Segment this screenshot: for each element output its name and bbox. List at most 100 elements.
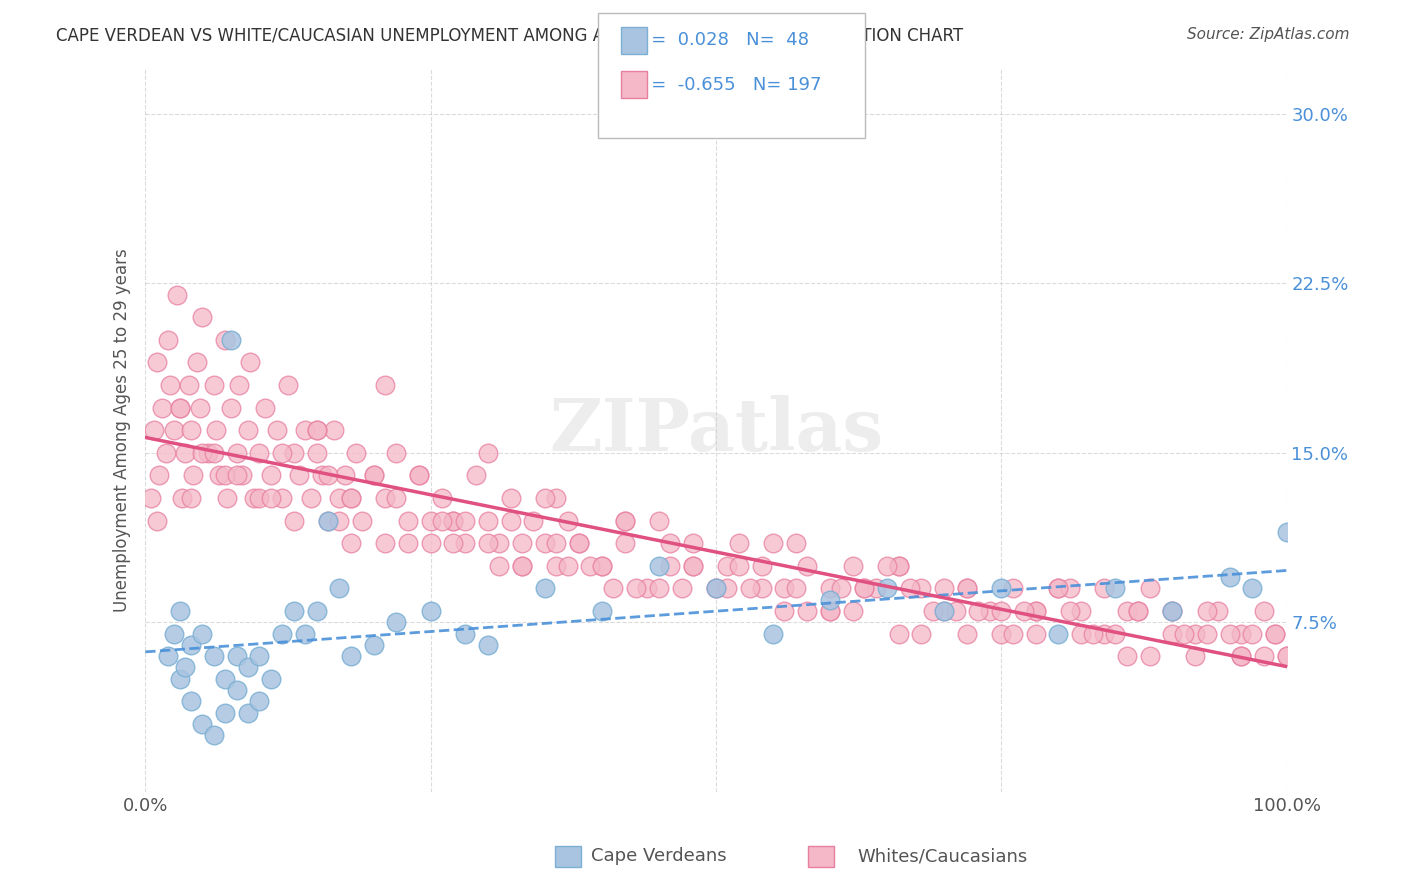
Point bbox=[1104, 626, 1126, 640]
Point bbox=[1230, 649, 1253, 664]
Point bbox=[740, 582, 762, 596]
Point bbox=[443, 536, 465, 550]
Point bbox=[785, 582, 807, 596]
Point bbox=[169, 672, 191, 686]
Point bbox=[305, 423, 328, 437]
Point bbox=[419, 536, 441, 550]
Point bbox=[242, 491, 264, 505]
Point bbox=[396, 514, 419, 528]
Point bbox=[305, 446, 328, 460]
Point bbox=[591, 558, 613, 573]
Point bbox=[231, 468, 253, 483]
Point bbox=[385, 446, 408, 460]
Point bbox=[1230, 649, 1253, 664]
Point bbox=[339, 491, 361, 505]
Point bbox=[163, 626, 186, 640]
Point bbox=[219, 401, 242, 415]
Point bbox=[785, 536, 807, 550]
Point bbox=[249, 649, 271, 664]
Point bbox=[454, 514, 477, 528]
Point bbox=[956, 582, 979, 596]
Point bbox=[546, 558, 568, 573]
Point bbox=[239, 355, 262, 369]
Point bbox=[170, 491, 193, 505]
Point bbox=[1218, 626, 1240, 640]
Point bbox=[283, 446, 305, 460]
Point bbox=[477, 446, 499, 460]
Point bbox=[174, 660, 197, 674]
Point bbox=[648, 558, 671, 573]
Point bbox=[180, 694, 202, 708]
Point bbox=[1161, 626, 1184, 640]
Point bbox=[225, 649, 247, 664]
Point bbox=[510, 536, 533, 550]
Point bbox=[1275, 649, 1298, 664]
Point bbox=[1161, 604, 1184, 618]
Point bbox=[214, 672, 236, 686]
Point bbox=[613, 514, 636, 528]
Point bbox=[430, 514, 453, 528]
Point bbox=[294, 423, 316, 437]
Point bbox=[1001, 582, 1024, 596]
Point bbox=[202, 728, 225, 742]
Point bbox=[333, 468, 356, 483]
Point bbox=[818, 592, 841, 607]
Point bbox=[214, 333, 236, 347]
Point bbox=[217, 491, 239, 505]
Point bbox=[1092, 626, 1115, 640]
Point bbox=[202, 378, 225, 392]
Point bbox=[155, 446, 177, 460]
Point bbox=[557, 558, 579, 573]
Point bbox=[1059, 582, 1081, 596]
Point bbox=[1092, 582, 1115, 596]
Point bbox=[727, 558, 749, 573]
Point bbox=[887, 558, 910, 573]
Point bbox=[316, 514, 339, 528]
Point bbox=[143, 423, 166, 437]
Point bbox=[169, 604, 191, 618]
Point bbox=[602, 582, 624, 596]
Point bbox=[363, 468, 385, 483]
Point bbox=[533, 536, 555, 550]
Text: Source: ZipAtlas.com: Source: ZipAtlas.com bbox=[1187, 27, 1350, 42]
Point bbox=[385, 491, 408, 505]
Point bbox=[169, 401, 191, 415]
Point bbox=[671, 582, 693, 596]
Point bbox=[191, 446, 214, 460]
Point bbox=[716, 558, 738, 573]
Point bbox=[271, 446, 294, 460]
Point bbox=[430, 491, 453, 505]
Point bbox=[177, 378, 200, 392]
Point bbox=[591, 604, 613, 618]
Point bbox=[202, 446, 225, 460]
Point bbox=[624, 582, 647, 596]
Point bbox=[773, 582, 796, 596]
Point bbox=[613, 536, 636, 550]
Point bbox=[659, 558, 682, 573]
Point bbox=[339, 536, 361, 550]
Point bbox=[887, 626, 910, 640]
Point bbox=[1001, 626, 1024, 640]
Point bbox=[454, 536, 477, 550]
Point bbox=[163, 423, 186, 437]
Point bbox=[277, 378, 299, 392]
Point bbox=[557, 514, 579, 528]
Point bbox=[488, 536, 510, 550]
Point bbox=[762, 536, 785, 550]
Point bbox=[499, 514, 522, 528]
Point bbox=[339, 649, 361, 664]
Point bbox=[945, 604, 967, 618]
Point bbox=[546, 536, 568, 550]
Point bbox=[299, 491, 322, 505]
Point bbox=[186, 355, 208, 369]
Point bbox=[1253, 649, 1275, 664]
Point bbox=[522, 514, 544, 528]
Point bbox=[533, 491, 555, 505]
Point bbox=[1264, 626, 1286, 640]
Point bbox=[796, 604, 818, 618]
Point bbox=[408, 468, 430, 483]
Point bbox=[1275, 649, 1298, 664]
Point bbox=[271, 626, 294, 640]
Point bbox=[921, 604, 943, 618]
Point bbox=[934, 582, 956, 596]
